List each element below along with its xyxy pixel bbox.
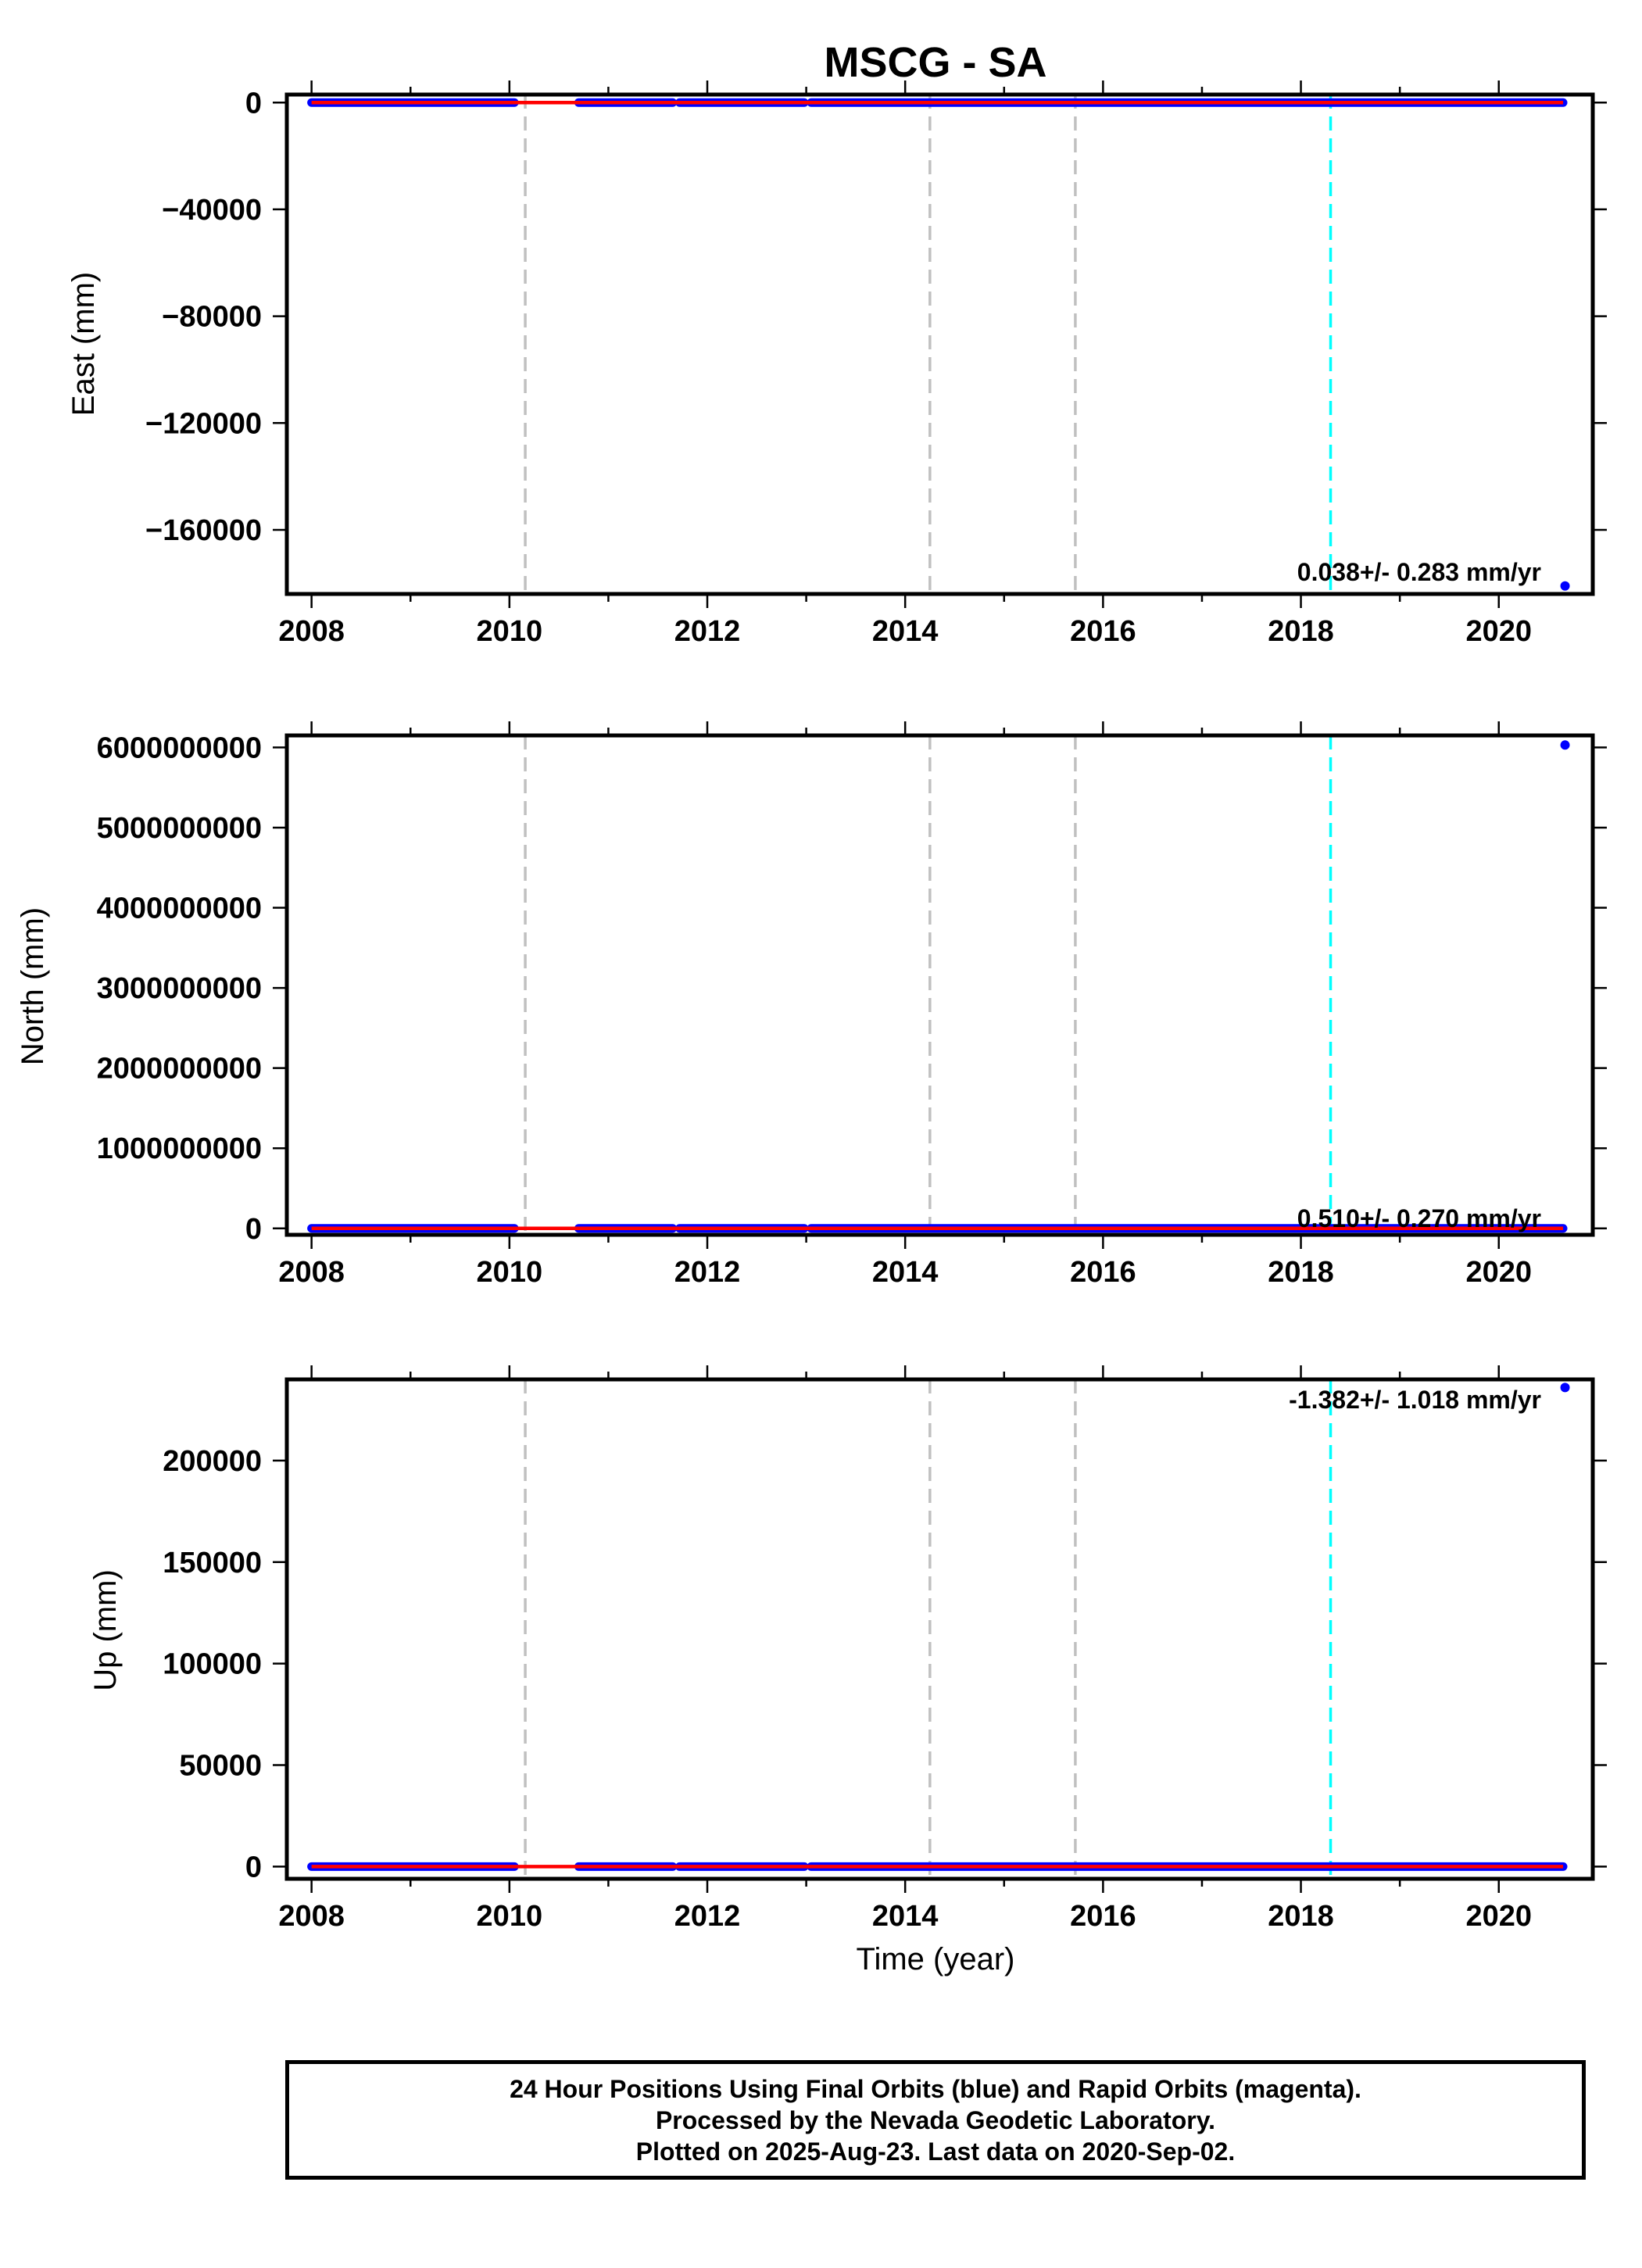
plot-frame [284,733,1595,1237]
y-tick-label: 150000 [163,1547,262,1579]
footer-line-orbits: 24 Hour Positions Using Final Orbits (bl… [510,2074,1361,2103]
footer-line-dates: Plotted on 2025-Aug-23. Last data on 202… [635,2137,1236,2166]
x-tick-label: 2008 [278,615,345,648]
y-tick-label: −40000 [162,194,262,227]
x-tick-label: 2016 [1070,1256,1136,1289]
up-panel: 2008 2010 2012 2014 2016 2018 2020 0 50000 100000… [88,1365,1607,1933]
x-tick-label: 2014 [872,1900,939,1933]
y-tick-label: 1000000000 [97,1132,262,1165]
footer-caption-box: 24 Hour Positions Using Final Orbits (bl… [285,2060,1586,2180]
outlier-point [1560,1383,1570,1393]
x-tick-label: 2008 [278,1256,345,1289]
y-tick-label: 0 [245,1851,262,1883]
velocity-label: 0.510+/- 0.270 mm/yr [1297,1204,1541,1232]
x-tick-label: 2018 [1268,1256,1334,1289]
y-tick-label: 0 [245,87,262,120]
x-tick-label: 2012 [674,1900,741,1933]
outlier-point [1560,581,1570,591]
x-tick-label: 2010 [477,615,543,648]
y-tick-label: 5000000000 [97,812,262,845]
velocity-label: -1.382+/- 1.018 mm/yr [1289,1386,1541,1414]
x-tick-label: 2016 [1070,615,1136,648]
x-tick-label: 2020 [1465,1900,1532,1933]
north-panel: 2008 2010 2012 2014 2016 2018 2020 0 1000000000 2… [16,721,1607,1289]
y-tick-label: 6000000000 [97,732,262,764]
outlier-point [1560,740,1570,750]
y-tick-label: 50000 [179,1750,262,1783]
x-axis-label: Time (year) [857,1942,1015,1976]
y-tick-label: −160000 [145,514,262,547]
x-tick-label: 2012 [674,615,741,648]
y-tick-label: 2000000000 [97,1053,262,1086]
plot-frame [284,1377,1595,1881]
y-axis-label: North (mm) [16,907,50,1065]
y-tick-label: 3000000000 [97,972,262,1005]
x-tick-label: 2010 [477,1900,543,1933]
x-tick-label: 2012 [674,1256,741,1289]
y-tick-label: 100000 [163,1648,262,1681]
x-tick-label: 2018 [1268,615,1334,648]
x-tick-label: 2014 [872,1256,939,1289]
x-tick-label: 2020 [1465,615,1532,648]
x-tick-label: 2014 [872,615,939,648]
x-tick-label: 2016 [1070,1900,1136,1933]
y-tick-label: 4000000000 [97,893,262,925]
velocity-label: 0.038+/- 0.283 mm/yr [1297,558,1541,586]
x-tick-label: 2018 [1268,1900,1334,1933]
y-axis-label: East (mm) [66,272,101,416]
y-tick-label: −120000 [145,407,262,440]
y-tick-label: 0 [245,1213,262,1246]
chart-title: MSCG - SA [824,39,1046,86]
y-tick-label: −80000 [162,301,262,334]
y-tick-label: 200000 [163,1445,262,1478]
plot-frame [284,92,1595,596]
x-tick-label: 2020 [1465,1256,1532,1289]
y-axis-label: Up (mm) [88,1569,123,1691]
x-tick-label: 2010 [477,1256,543,1289]
east-panel: 2008 2010 2012 2014 2016 2018 2020 0 −40000 −8000… [66,80,1607,648]
x-tick-label: 2008 [278,1900,345,1933]
footer-line-processed: Processed by the Nevada Geodetic Laborat… [655,2105,1216,2134]
